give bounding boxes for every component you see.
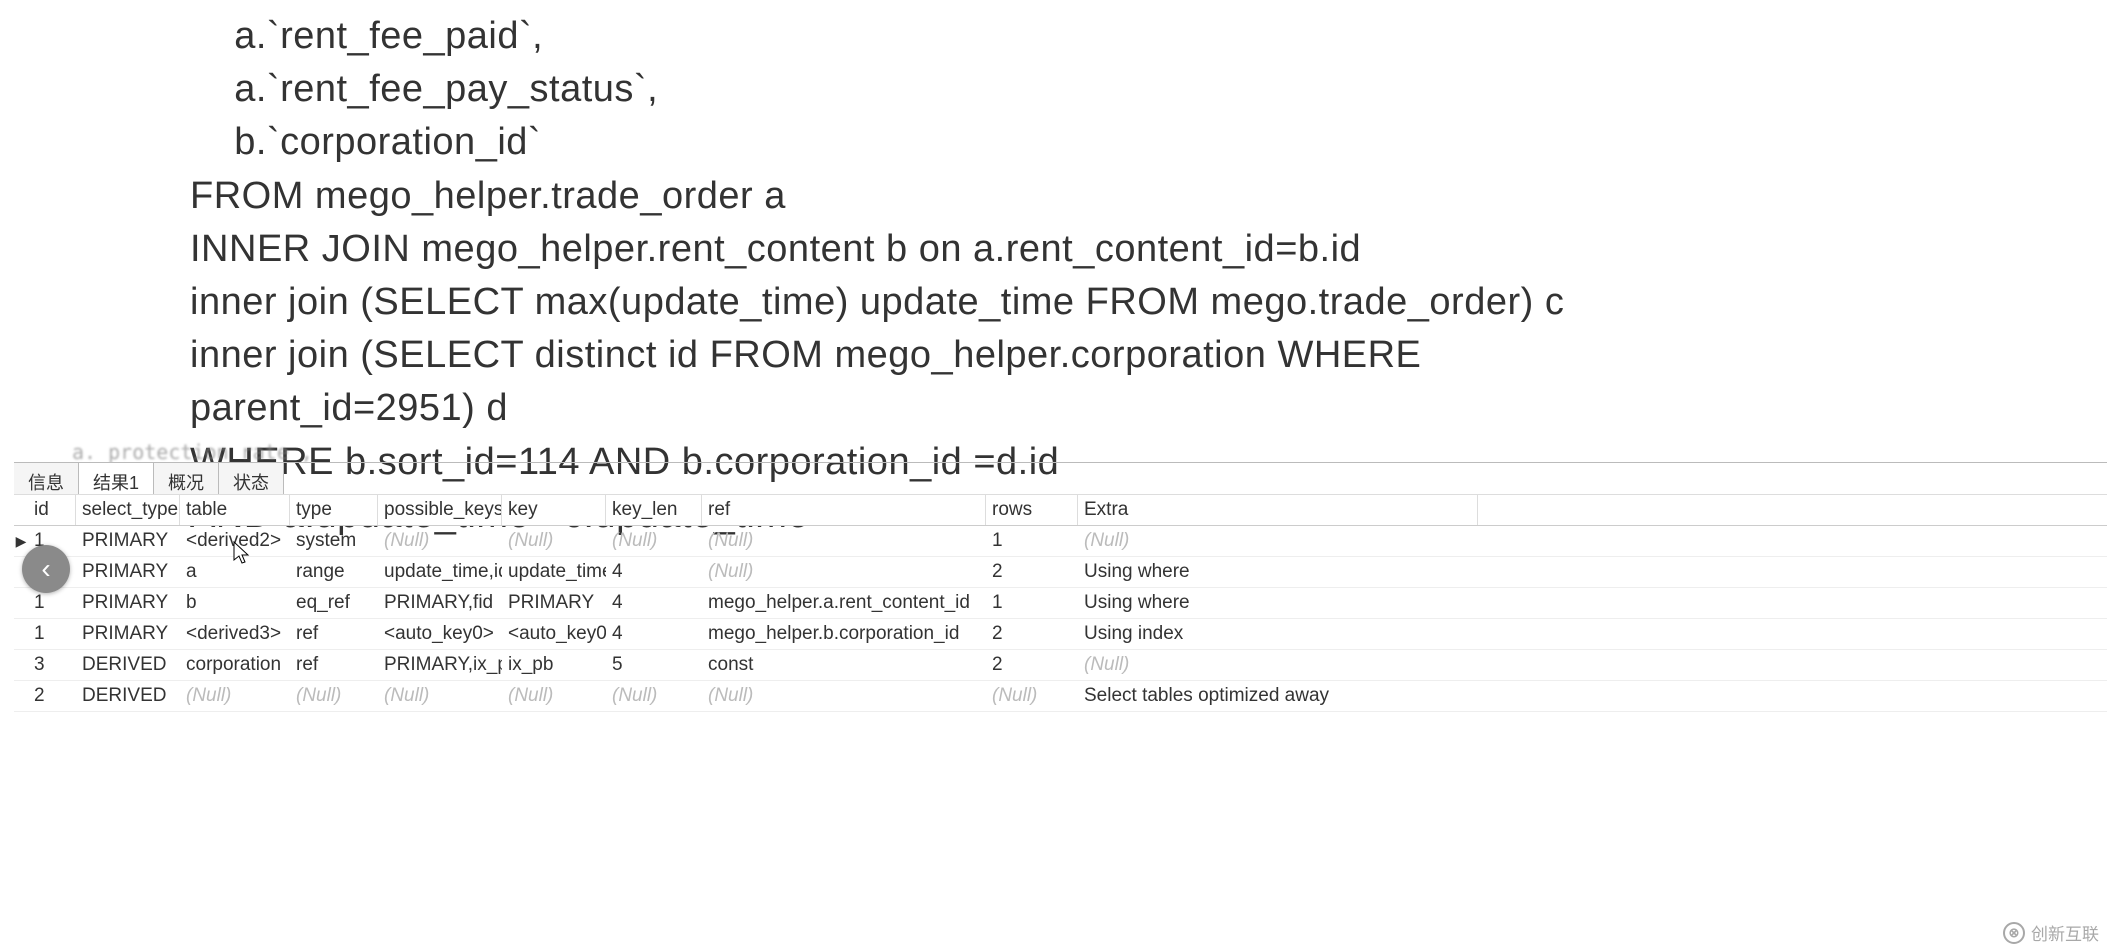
cell-possible_keys: PRIMARY,fid — [378, 589, 502, 617]
table-row[interactable]: 1PRIMARYbeq_refPRIMARY,fidPRIMARY4mego_h… — [14, 588, 2107, 619]
cell-key_len: 4 — [606, 558, 702, 586]
column-header-possible_keys[interactable]: possible_keys — [378, 495, 502, 525]
sql-line: a.`rent_fee_pay_status`, — [190, 63, 2107, 116]
column-header-key_len[interactable]: key_len — [606, 495, 702, 525]
cell-key_len: 4 — [606, 589, 702, 617]
watermark-text: 创新互联 — [2031, 920, 2099, 945]
cell-table: <derived2> — [180, 527, 290, 555]
cell-table: <derived3> — [180, 620, 290, 648]
cell-key: PRIMARY — [502, 589, 606, 617]
cell-table: (Null) — [180, 682, 290, 710]
cell-ref: mego_helper.b.corporation_id — [702, 620, 986, 648]
cell-ref: (Null) — [702, 527, 986, 555]
cell-key: <auto_key0> — [502, 620, 606, 648]
sql-line: b.`corporation_id` — [190, 116, 2107, 169]
cell-select_type: DERIVED — [76, 682, 180, 710]
cell-select_type: DERIVED — [76, 651, 180, 679]
table-row[interactable]: ▶1PRIMARY<derived2>system(Null)(Null)(Nu… — [14, 526, 2107, 557]
cell-id: 1 — [28, 589, 76, 617]
table-row[interactable]: 1PRIMARY<derived3>ref<auto_key0><auto_ke… — [14, 619, 2107, 650]
editor-partial-line: a. protection_rate , — [72, 440, 313, 464]
grid-body: ▶1PRIMARY<derived2>system(Null)(Null)(Nu… — [14, 526, 2107, 712]
chevron-left-icon: ‹ — [41, 553, 50, 585]
cell-Extra: (Null) — [1078, 651, 1478, 679]
sql-line: a.`rent_fee_paid`, — [190, 10, 2107, 63]
cell-table: b — [180, 589, 290, 617]
cell-select_type: PRIMARY — [76, 527, 180, 555]
cell-possible_keys: update_time,idx_re — [378, 558, 502, 586]
cell-ref: mego_helper.a.rent_content_id — [702, 589, 986, 617]
cell-select_type: PRIMARY — [76, 620, 180, 648]
table-row[interactable]: 1PRIMARYarangeupdate_time,idx_reupdate_t… — [14, 557, 2107, 588]
column-header-Extra[interactable]: Extra — [1078, 495, 1478, 525]
cell-key_len: (Null) — [606, 682, 702, 710]
watermark-logo-icon: ⊗ — [2003, 922, 2025, 944]
column-header-select_type[interactable]: select_type — [76, 495, 180, 525]
explain-result-grid: idselect_typetabletypepossible_keyskeyke… — [14, 494, 2107, 712]
cell-ref: (Null) — [702, 558, 986, 586]
cell-id: 3 — [28, 651, 76, 679]
cell-possible_keys: <auto_key0> — [378, 620, 502, 648]
cell-possible_keys: (Null) — [378, 682, 502, 710]
cell-possible_keys: (Null) — [378, 527, 502, 555]
watermark: ⊗ 创新互联 — [2003, 920, 2099, 945]
cell-id: 1 — [28, 620, 76, 648]
table-row[interactable]: 3DERIVEDcorporationrefPRIMARY,ix_pb,ix_c… — [14, 650, 2107, 681]
cell-Extra: Select tables optimized away — [1078, 682, 1478, 710]
cell-key_len: 4 — [606, 620, 702, 648]
cell-key_len: 5 — [606, 651, 702, 679]
cell-key: ix_pb — [502, 651, 606, 679]
sql-line: inner join (SELECT max(update_time) upda… — [190, 276, 2107, 329]
cell-key: (Null) — [502, 527, 606, 555]
cell-table: a — [180, 558, 290, 586]
row-indicator: ▶ — [14, 533, 28, 550]
cell-id: 2 — [28, 682, 76, 710]
column-header-ref[interactable]: ref — [702, 495, 986, 525]
cell-Extra: Using where — [1078, 589, 1478, 617]
cell-ref: const — [702, 651, 986, 679]
cell-table: corporation — [180, 651, 290, 679]
cell-rows: (Null) — [986, 682, 1078, 710]
column-header-table[interactable]: table — [180, 495, 290, 525]
cell-rows: 2 — [986, 651, 1078, 679]
cell-key: (Null) — [502, 682, 606, 710]
cell-rows: 1 — [986, 527, 1078, 555]
sql-line: INNER JOIN mego_helper.rent_content b on… — [190, 223, 2107, 276]
cell-rows: 2 — [986, 620, 1078, 648]
cell-key: update_time — [502, 558, 606, 586]
grid-header-row: idselect_typetabletypepossible_keyskeyke… — [14, 495, 2107, 526]
cell-type: range — [290, 558, 378, 586]
cell-key_len: (Null) — [606, 527, 702, 555]
cell-type: eq_ref — [290, 589, 378, 617]
cell-possible_keys: PRIMARY,ix_pb,ix_c — [378, 651, 502, 679]
column-header-type[interactable]: type — [290, 495, 378, 525]
cell-select_type: PRIMARY — [76, 589, 180, 617]
cell-rows: 1 — [986, 589, 1078, 617]
cell-type: ref — [290, 651, 378, 679]
sql-line: FROM mego_helper.trade_order a — [190, 170, 2107, 223]
cell-ref: (Null) — [702, 682, 986, 710]
sql-line: inner join (SELECT distinct id FROM mego… — [190, 329, 2107, 382]
table-row[interactable]: 2DERIVED(Null)(Null)(Null)(Null)(Null)(N… — [14, 681, 2107, 712]
cell-Extra: Using index — [1078, 620, 1478, 648]
prev-nav-button[interactable]: ‹ — [22, 545, 70, 593]
cell-type: ref — [290, 620, 378, 648]
column-header-rows[interactable]: rows — [986, 495, 1078, 525]
cell-Extra: (Null) — [1078, 527, 1478, 555]
column-header-key[interactable]: key — [502, 495, 606, 525]
cell-type: system — [290, 527, 378, 555]
cell-rows: 2 — [986, 558, 1078, 586]
cell-Extra: Using where — [1078, 558, 1478, 586]
column-header-id[interactable]: id — [28, 495, 76, 525]
cell-select_type: PRIMARY — [76, 558, 180, 586]
cell-type: (Null) — [290, 682, 378, 710]
sql-line: parent_id=2951) d — [190, 382, 2107, 435]
